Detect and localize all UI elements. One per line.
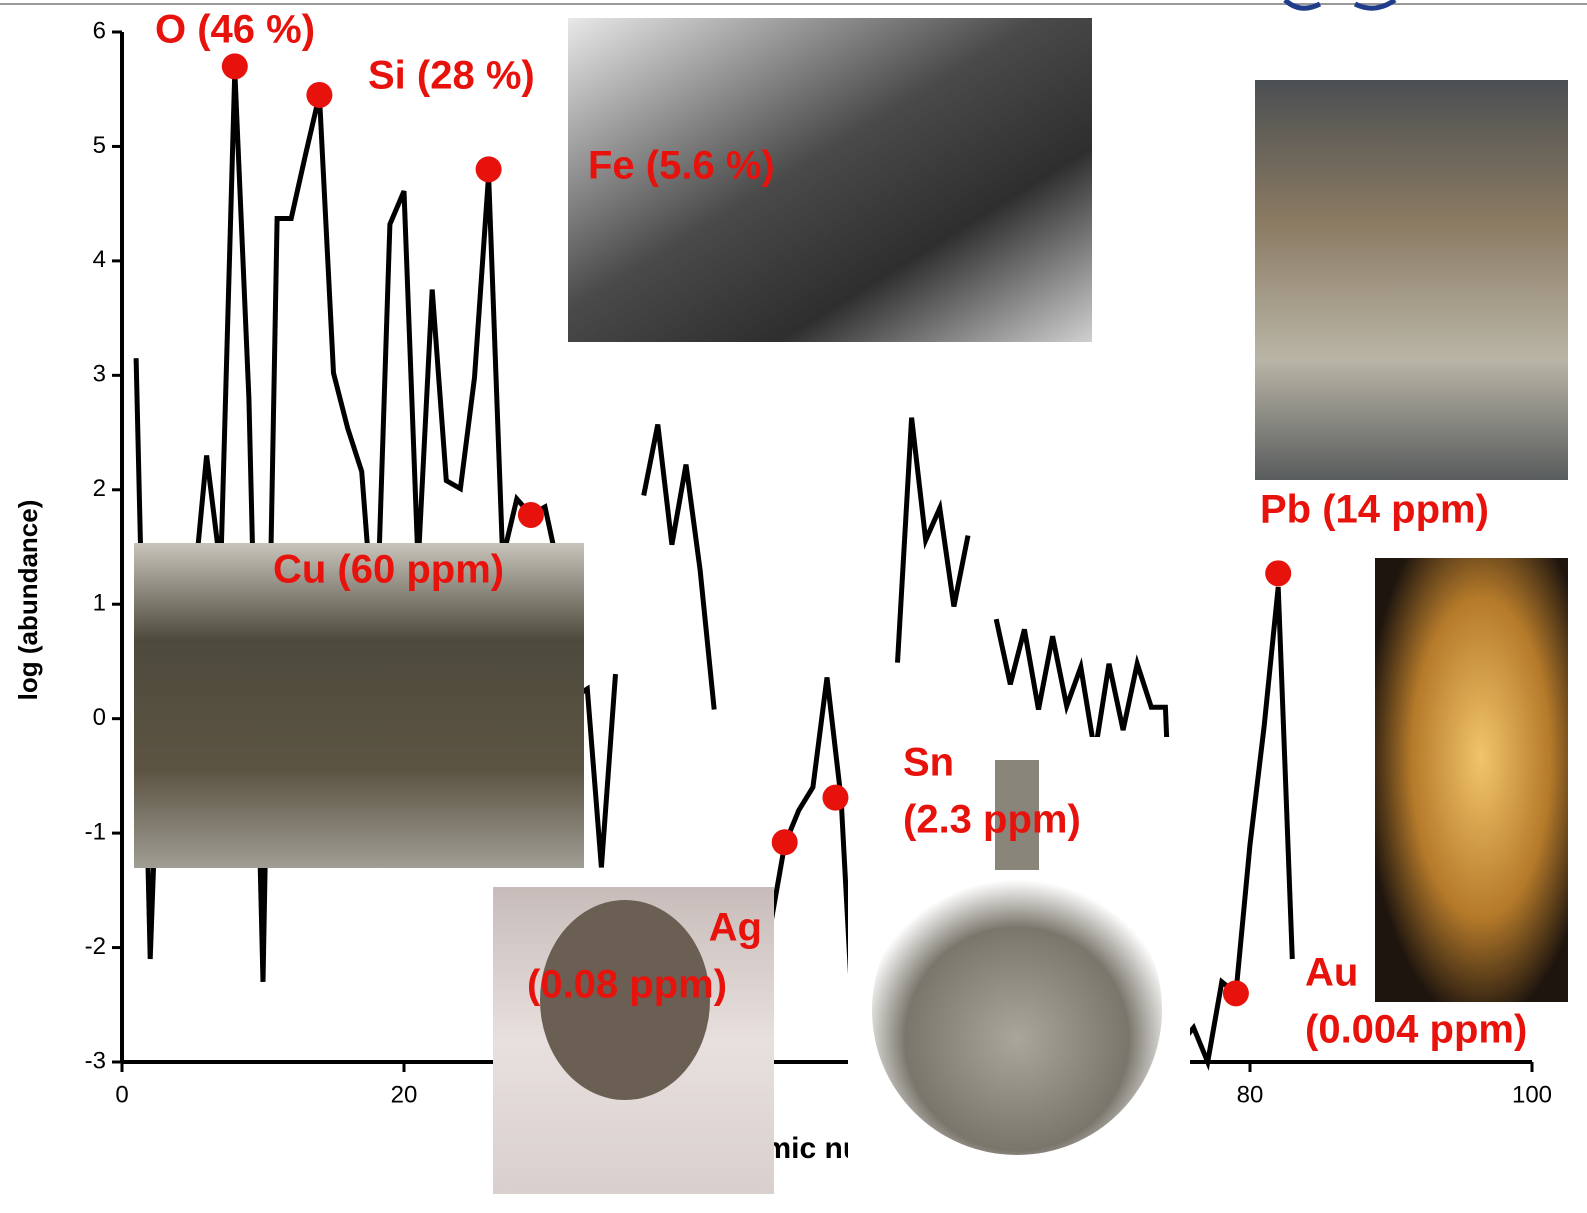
photo-copper	[134, 543, 584, 868]
photo-lead	[1255, 80, 1568, 480]
highlight-dot	[771, 829, 798, 856]
highlight-dot	[1222, 980, 1249, 1007]
annotation: Sn	[903, 741, 954, 785]
flask-neck	[995, 760, 1039, 870]
flask-body	[872, 865, 1162, 1155]
y-tick-label: 2	[93, 475, 106, 502]
y-tick-label: -1	[85, 818, 106, 845]
annotation: Pb (14 ppm)	[1260, 488, 1489, 532]
annotation: (0.08 ppm)	[527, 963, 727, 1007]
annotations: O (46 %) Si (28 %) Fe (5.6 %) Cu (60 ppm) Pb…	[155, 8, 1527, 1052]
annotation: (2.3 ppm)	[903, 798, 1081, 842]
y-tick-label: 6	[93, 17, 106, 44]
annotation: (0.004 ppm)	[1305, 1008, 1527, 1052]
highlight-dot	[221, 53, 248, 80]
mirror-disc	[540, 900, 710, 1100]
y-tick-label: 5	[93, 132, 106, 159]
highlight-dot	[1265, 560, 1292, 587]
x-tick-label: 20	[391, 1081, 418, 1108]
y-tick-label: 0	[93, 704, 106, 731]
annotation: O (46 %)	[155, 8, 315, 52]
x-tick-label: 100	[1512, 1081, 1552, 1108]
logo	[1283, 0, 1397, 11]
y-tick-label: -2	[85, 933, 106, 960]
highlight-dot	[306, 81, 333, 108]
highlight-dot	[475, 156, 502, 183]
y-tick-label: 1	[93, 590, 106, 617]
x-tick-label: 80	[1237, 1081, 1264, 1108]
y-tick-label: 4	[93, 246, 106, 273]
highlight-dot	[517, 501, 544, 528]
annotation: Cu (60 ppm)	[273, 548, 504, 592]
photo-iron	[568, 18, 1092, 342]
y-tick-label: -3	[85, 1047, 106, 1074]
y-axis-label: log (abundance)	[13, 500, 43, 701]
y-tick-label: 3	[93, 361, 106, 388]
photos	[134, 18, 1568, 1194]
annotation: Au	[1305, 951, 1358, 995]
annotation: Fe (5.6 %)	[588, 144, 775, 188]
photo-gold	[1375, 558, 1568, 1002]
highlight-dot	[822, 784, 849, 811]
x-tick-label: 0	[115, 1081, 128, 1108]
annotation: Si (28 %)	[368, 54, 535, 98]
annotation: Ag	[709, 906, 762, 950]
